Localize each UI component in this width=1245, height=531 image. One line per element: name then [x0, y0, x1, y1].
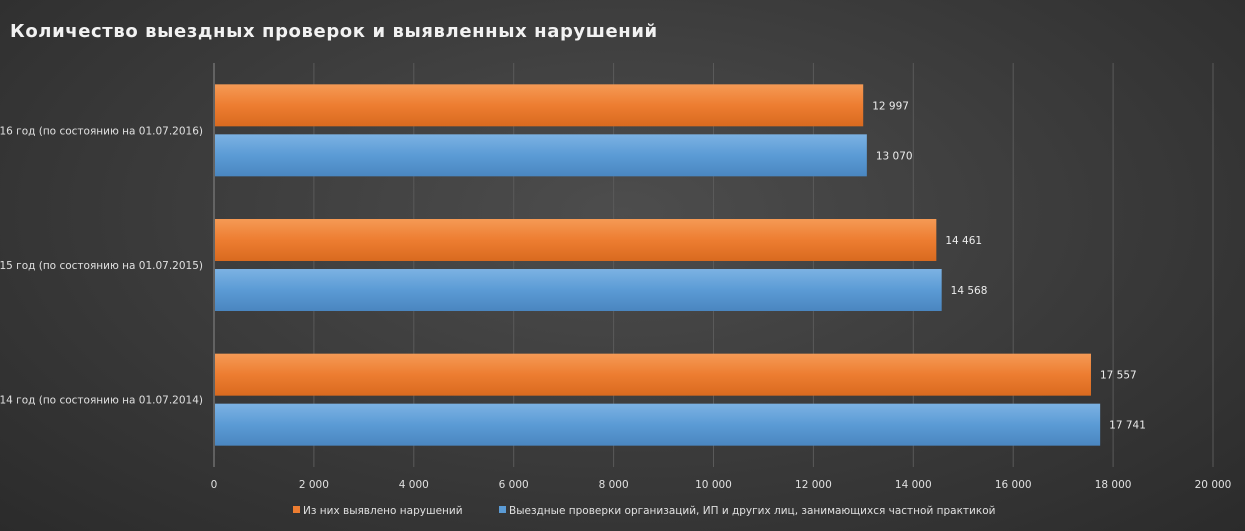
x-tick-label: 0	[211, 479, 218, 491]
x-tick-label: 14 000	[895, 479, 932, 491]
x-axis-ticks: 0 2 000 4 000 6 000 8 000 10 000 12 000 14 000 1…	[211, 479, 1232, 491]
legend: Из них выявлено нарушений Выездные провер…	[293, 505, 995, 517]
x-tick-label: 20 000	[1195, 479, 1232, 491]
bar-violations	[215, 84, 864, 127]
category-label: 2015 год (по состоянию на 01.07.2015)	[0, 260, 203, 272]
legend-swatch	[499, 506, 506, 513]
category-label: 2014 год (по состоянию на 01.07.2014)	[0, 395, 203, 407]
x-tick-label: 18 000	[1095, 479, 1132, 491]
x-tick-label: 10 000	[695, 479, 732, 491]
x-tick-label: 6 000	[499, 479, 529, 491]
data-label: 17 557	[1100, 370, 1137, 382]
x-tick-label: 8 000	[599, 479, 629, 491]
bar-violations	[215, 353, 1091, 396]
data-label: 17 741	[1109, 420, 1146, 432]
x-tick-label: 4 000	[399, 479, 429, 491]
x-tick-label: 2 000	[299, 479, 329, 491]
bar-inspections	[215, 134, 867, 177]
chart-title: Количество выездных проверок и выявленны…	[10, 21, 658, 42]
bar-inspections	[215, 403, 1101, 446]
data-label: 12 997	[872, 100, 909, 112]
bar-violations	[215, 219, 937, 261]
legend-swatch	[293, 506, 300, 513]
legend-label: Из них выявлено нарушений	[303, 505, 463, 517]
x-tick-label: 16 000	[995, 479, 1032, 491]
category-label: 2016 год (по состоянию на 01.07.2016)	[0, 125, 203, 137]
data-label: 14 568	[951, 285, 988, 297]
data-label: 13 070	[876, 150, 913, 162]
bars: 12 997 13 070 14 461 14 568 17 557 17 741	[215, 84, 1146, 446]
category-labels: 2016 год (по состоянию на 01.07.2016) 201…	[0, 125, 203, 406]
x-tick-label: 12 000	[795, 479, 832, 491]
data-label: 14 461	[945, 235, 982, 247]
bar-inspections	[215, 269, 942, 311]
grid-lines	[213, 63, 1214, 467]
legend-label: Выездные проверки организаций, ИП и друг…	[509, 505, 995, 517]
